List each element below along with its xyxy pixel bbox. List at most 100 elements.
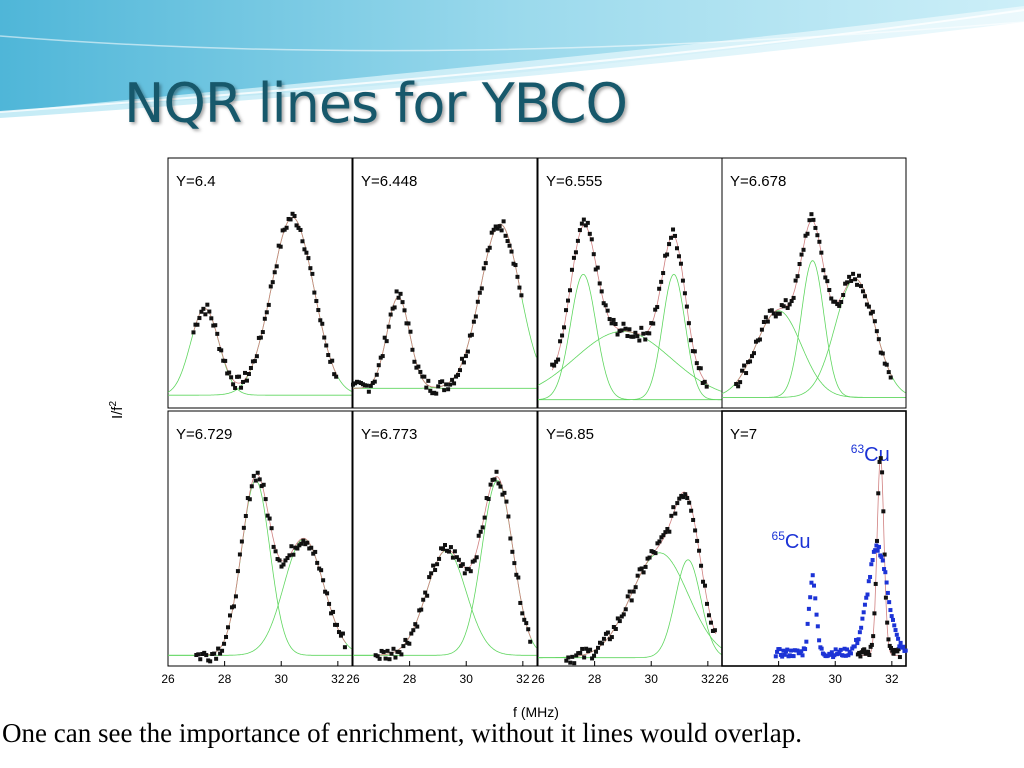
data-point [673,511,678,516]
data-point [806,606,811,611]
x-tick-label: 26 [346,672,360,686]
data-point [269,526,274,531]
data-point [877,459,882,464]
data-point [465,349,470,354]
data-point [448,382,453,387]
data-point [883,570,888,575]
data-point [208,659,213,664]
data-point [605,308,610,313]
data-point [382,335,387,340]
data-point [843,653,848,658]
data-point [399,652,404,657]
data-point [377,656,382,661]
data-point [572,661,577,666]
data-point [422,374,427,379]
data-point [861,610,866,615]
data-point [888,645,893,650]
data-point [247,497,252,502]
data-point [437,556,442,561]
data-point [410,347,415,352]
data-point [278,244,283,249]
data-point [396,295,401,300]
data-point [875,548,880,553]
data-point [708,620,713,625]
data-point [785,647,790,652]
panel-label: Y=6.448 [361,173,417,190]
data-point [197,316,202,321]
data-point [675,501,680,506]
data-point [845,280,850,285]
data-point [703,583,708,588]
data-point [381,649,386,654]
data-point [787,653,792,658]
data-point [481,266,486,271]
data-point [270,280,275,285]
data-point [855,641,860,646]
data-point [601,636,606,641]
panel-frame [352,410,538,667]
data-point [838,647,843,652]
data-point [687,500,692,505]
data-point [874,538,879,543]
data-point [512,561,517,566]
fit-component-1 [167,308,352,396]
data-point [680,278,685,283]
data-point [216,646,221,651]
data-point [569,267,574,272]
data-point [817,239,822,244]
data-point [873,581,878,586]
data-point [387,657,392,662]
data-point [585,220,590,225]
data-point [320,321,325,326]
data-point [332,372,337,377]
data-point [881,509,886,514]
panel-7: Y=6.85 26 28 30 32 [531,410,723,686]
data-point [809,212,814,217]
data-point [446,387,451,392]
data-point [683,492,688,497]
data-point [791,654,796,659]
data-point [665,526,670,531]
data-point [327,601,332,606]
data-point [667,529,672,534]
data-point [619,614,624,619]
data-point [265,513,270,518]
data-point [795,648,800,653]
x-tick-label: 30 [275,672,289,686]
data-point [771,311,776,316]
x-tick-label: 28 [403,672,417,686]
data-point [289,544,294,549]
data-point [590,656,595,661]
data-point [429,571,434,576]
data-point [517,285,522,290]
data-point [740,368,745,373]
data-point [765,319,770,324]
data-point [836,651,841,656]
data-point [635,334,640,339]
data-point [643,564,648,569]
data-point [880,470,885,475]
data-point [823,275,828,280]
data-point [659,535,664,540]
data-point [865,592,870,597]
data-point [579,221,584,226]
data-point [277,558,282,563]
data-point [243,513,248,518]
data-point [827,288,832,293]
data-point [237,552,242,557]
data-point [876,491,881,496]
data-point [427,575,432,580]
data-point [322,335,327,340]
data-point [864,595,869,600]
data-point [857,273,862,278]
data-point [263,497,268,502]
data-point [325,591,330,596]
data-point [667,242,672,247]
data-point [693,528,698,533]
data-point [227,613,232,618]
data-point [258,335,263,340]
data-point [712,628,717,633]
data-point [562,325,567,330]
data-point [477,290,482,295]
data-point [832,653,837,658]
